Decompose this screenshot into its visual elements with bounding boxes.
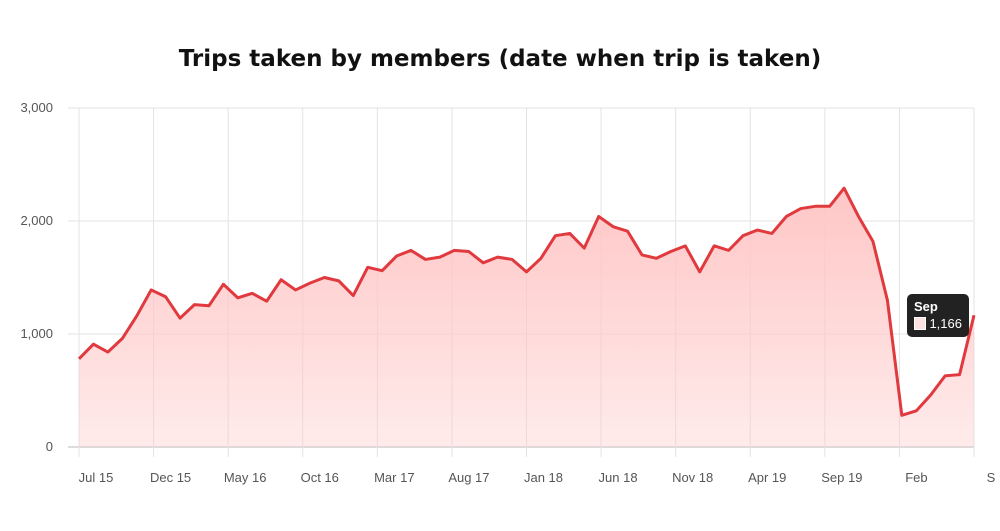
data-point bbox=[265, 300, 268, 303]
data-point bbox=[395, 255, 398, 258]
y-tick-label: 1,000 bbox=[20, 326, 53, 341]
data-point bbox=[770, 232, 773, 235]
data-point bbox=[410, 249, 413, 252]
x-tick-label: Jan 18 bbox=[524, 470, 563, 485]
data-point bbox=[251, 292, 254, 295]
data-point bbox=[799, 207, 802, 210]
data-point bbox=[511, 258, 514, 261]
x-tick-label: Aug 17 bbox=[448, 470, 489, 485]
y-tick-label: 0 bbox=[46, 439, 53, 454]
x-tick-label: Sep 19 bbox=[821, 470, 862, 485]
data-point bbox=[698, 270, 701, 273]
data-point bbox=[900, 414, 903, 417]
data-point bbox=[669, 250, 672, 253]
x-tick-label: May 16 bbox=[224, 470, 267, 485]
data-point bbox=[236, 296, 239, 299]
chart-title: Trips taken by members (date when trip i… bbox=[178, 46, 822, 72]
data-point bbox=[857, 215, 860, 218]
series-area bbox=[79, 188, 974, 448]
data-point bbox=[655, 257, 658, 260]
data-point bbox=[583, 247, 586, 250]
data-point bbox=[886, 299, 889, 302]
data-point bbox=[713, 244, 716, 247]
data-point bbox=[467, 250, 470, 253]
data-point bbox=[929, 394, 932, 397]
tooltip-swatch bbox=[914, 317, 927, 330]
data-point bbox=[294, 288, 297, 291]
area-layer bbox=[77, 186, 976, 448]
data-point bbox=[640, 253, 643, 256]
x-tick-label: Nov 18 bbox=[672, 470, 713, 485]
x-tick-label: Apr 19 bbox=[748, 470, 786, 485]
data-point bbox=[944, 374, 947, 377]
axis-labels: 0 1,000 2,000 3,000 Jul 15 Dec 15 May 16 Oct 16… bbox=[20, 100, 995, 485]
data-point bbox=[554, 234, 557, 237]
x-tick-label: Jul 15 bbox=[79, 470, 114, 485]
tooltip-value: 1,166 bbox=[929, 316, 962, 331]
data-point bbox=[756, 229, 759, 232]
data-point bbox=[496, 256, 499, 259]
data-point bbox=[684, 244, 687, 247]
data-point bbox=[106, 351, 109, 354]
data-point bbox=[179, 317, 182, 320]
y-tick-label: 3,000 bbox=[20, 100, 53, 115]
data-point bbox=[92, 343, 95, 346]
data-point bbox=[193, 303, 196, 306]
data-point bbox=[915, 409, 918, 412]
x-tick-label: Oct 16 bbox=[301, 470, 339, 485]
data-point bbox=[323, 276, 326, 279]
data-point bbox=[280, 278, 283, 281]
data-point bbox=[742, 234, 745, 237]
series-line bbox=[77, 186, 976, 417]
data-point bbox=[525, 270, 528, 273]
data-point bbox=[626, 230, 629, 233]
data-point bbox=[366, 266, 369, 269]
data-point bbox=[78, 357, 81, 360]
tooltip: Sep 1,166 bbox=[907, 294, 969, 337]
data-point bbox=[352, 294, 355, 297]
x-tick-label: Dec 15 bbox=[150, 470, 191, 485]
data-point bbox=[785, 215, 788, 218]
data-point bbox=[337, 279, 340, 282]
tooltip-title: Sep bbox=[914, 299, 938, 314]
data-point bbox=[612, 225, 615, 228]
data-point bbox=[539, 257, 542, 260]
data-point bbox=[164, 295, 167, 298]
data-point bbox=[973, 314, 976, 317]
data-point bbox=[871, 240, 874, 243]
data-point bbox=[308, 282, 311, 285]
data-point bbox=[121, 337, 124, 340]
data-point bbox=[207, 304, 210, 307]
data-point bbox=[727, 249, 730, 252]
x-tick-label: Jun 18 bbox=[599, 470, 638, 485]
x-tick-label: Mar 17 bbox=[374, 470, 414, 485]
data-point bbox=[438, 256, 441, 259]
x-tick-label: Feb bbox=[905, 470, 927, 485]
data-point bbox=[424, 258, 427, 261]
data-point bbox=[814, 205, 817, 208]
data-point bbox=[958, 373, 961, 376]
data-point bbox=[482, 261, 485, 264]
data-point bbox=[843, 187, 846, 190]
data-point bbox=[453, 249, 456, 252]
data-point bbox=[150, 288, 153, 291]
data-point bbox=[381, 269, 384, 272]
x-tick-label: S bbox=[987, 470, 996, 485]
data-point bbox=[828, 205, 831, 208]
data-point bbox=[222, 283, 225, 286]
y-tick-label: 2,000 bbox=[20, 213, 53, 228]
data-point bbox=[597, 215, 600, 218]
data-point bbox=[568, 232, 571, 235]
data-point bbox=[135, 314, 138, 317]
